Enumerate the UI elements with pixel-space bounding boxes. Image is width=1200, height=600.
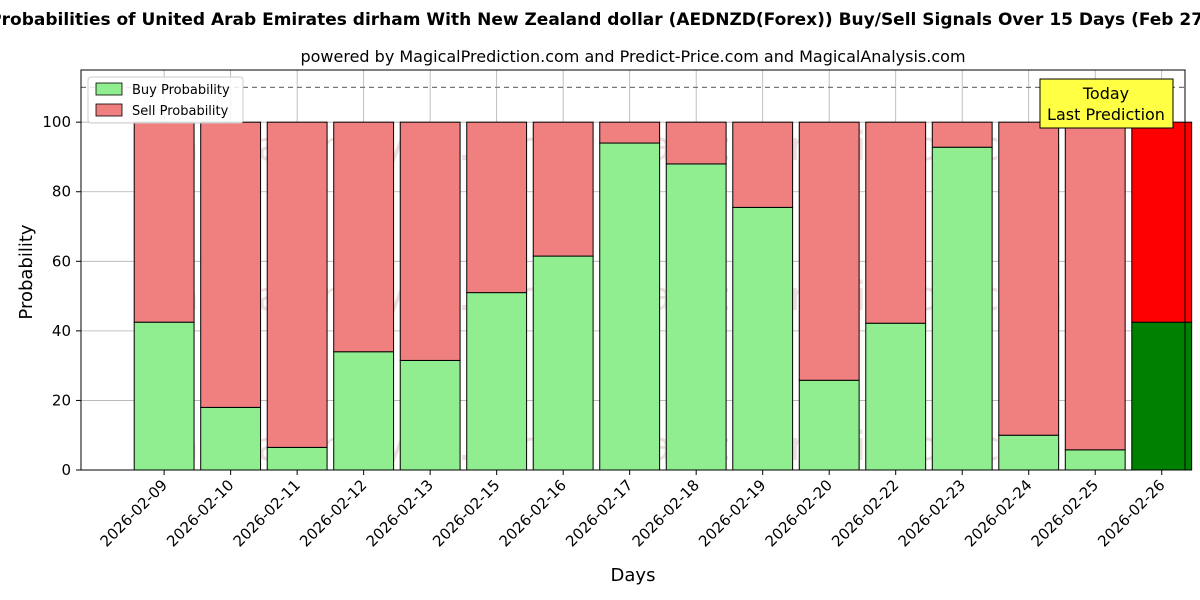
legend-swatch-buy [95, 82, 123, 96]
legend-label-sell: Sell Probability [132, 104, 229, 119]
bar-sell [865, 121, 927, 324]
bar-buy [532, 255, 594, 471]
bar-sell [266, 121, 328, 448]
bar-sell [133, 121, 195, 323]
x-tick-label: 2026-02-19 [695, 476, 769, 550]
x-tick-label: 2026-02-11 [230, 476, 304, 550]
bar-buy [599, 142, 661, 471]
legend-label-buy: Buy Probability [132, 83, 230, 98]
bar-buy [998, 434, 1060, 471]
legend: Buy Probability Sell Probability [87, 76, 244, 124]
y-tick-label: 60 [52, 252, 71, 270]
x-tick-label: 2026-02-26 [1094, 476, 1168, 550]
x-tick-label: 2026-02-20 [762, 476, 836, 550]
x-axis-label: Days [611, 565, 656, 586]
bar-sell [466, 121, 528, 294]
x-tick-label: 2026-02-23 [895, 476, 969, 550]
bar-buy [865, 322, 927, 471]
bar-sell [998, 121, 1060, 436]
bar-buy [1131, 321, 1193, 471]
x-tick-label: 2026-02-15 [429, 476, 503, 550]
bar-buy [1064, 449, 1126, 471]
y-tick-label: 0 [61, 461, 71, 479]
y-axis-label: Probability [16, 224, 37, 319]
chart-subtitle: powered by MagicalPrediction.com and Pre… [300, 47, 965, 66]
chart-title: Probabilities of United Arab Emirates di… [0, 10, 1200, 30]
bar-sell [200, 121, 262, 408]
bar-sell [532, 121, 594, 257]
y-tick-label: 80 [52, 183, 71, 201]
bar-sell [665, 121, 727, 165]
bar-buy [399, 359, 461, 471]
bar-sell [399, 121, 461, 361]
plot-frame [80, 69, 1186, 471]
bar-sell [1064, 121, 1126, 451]
x-tick-label: 2026-02-16 [496, 476, 570, 550]
bar-buy [200, 406, 262, 471]
annotation-line1: Today [1082, 84, 1129, 103]
x-tick-label: 2026-02-17 [562, 476, 636, 550]
x-tick-label: 2026-02-22 [828, 476, 902, 550]
bar-sell [333, 121, 395, 353]
bar-sell [599, 121, 661, 144]
x-tick-label: 2026-02-09 [97, 476, 171, 550]
x-tick-label: 2026-02-13 [363, 476, 437, 550]
bar-buy [798, 379, 860, 471]
y-tick-label: 20 [52, 391, 71, 409]
bar-buy [133, 321, 195, 471]
bar-sell [931, 121, 993, 148]
bar-buy [333, 351, 395, 471]
y-tick-label: 40 [52, 322, 71, 340]
bars [133, 121, 1193, 471]
annotation-line2: Last Prediction [1047, 105, 1165, 124]
x-axis: 2026-02-092026-02-102026-02-112026-02-12… [97, 470, 1169, 550]
x-tick-label: 2026-02-18 [629, 476, 703, 550]
bar-buy [732, 206, 794, 471]
x-tick-label: 2026-02-10 [163, 476, 237, 550]
today-annotation: Today Last Prediction [1039, 78, 1174, 129]
bar-sell [732, 121, 794, 208]
bar-buy [266, 446, 328, 471]
bar-buy [665, 163, 727, 471]
x-tick-label: 2026-02-12 [296, 476, 370, 550]
bar-sell [1131, 121, 1193, 323]
legend-box [87, 76, 244, 124]
bar-sell [798, 121, 860, 381]
annotation-box [1039, 78, 1174, 129]
y-axis: 0 20 40 60 80 100 [42, 113, 81, 479]
bar-buy [931, 146, 993, 471]
bar-buy [466, 292, 528, 471]
x-tick-label: 2026-02-25 [1028, 476, 1102, 550]
legend-swatch-sell [95, 103, 123, 117]
y-tick-label: 100 [42, 113, 71, 131]
x-tick-label: 2026-02-24 [961, 476, 1035, 550]
